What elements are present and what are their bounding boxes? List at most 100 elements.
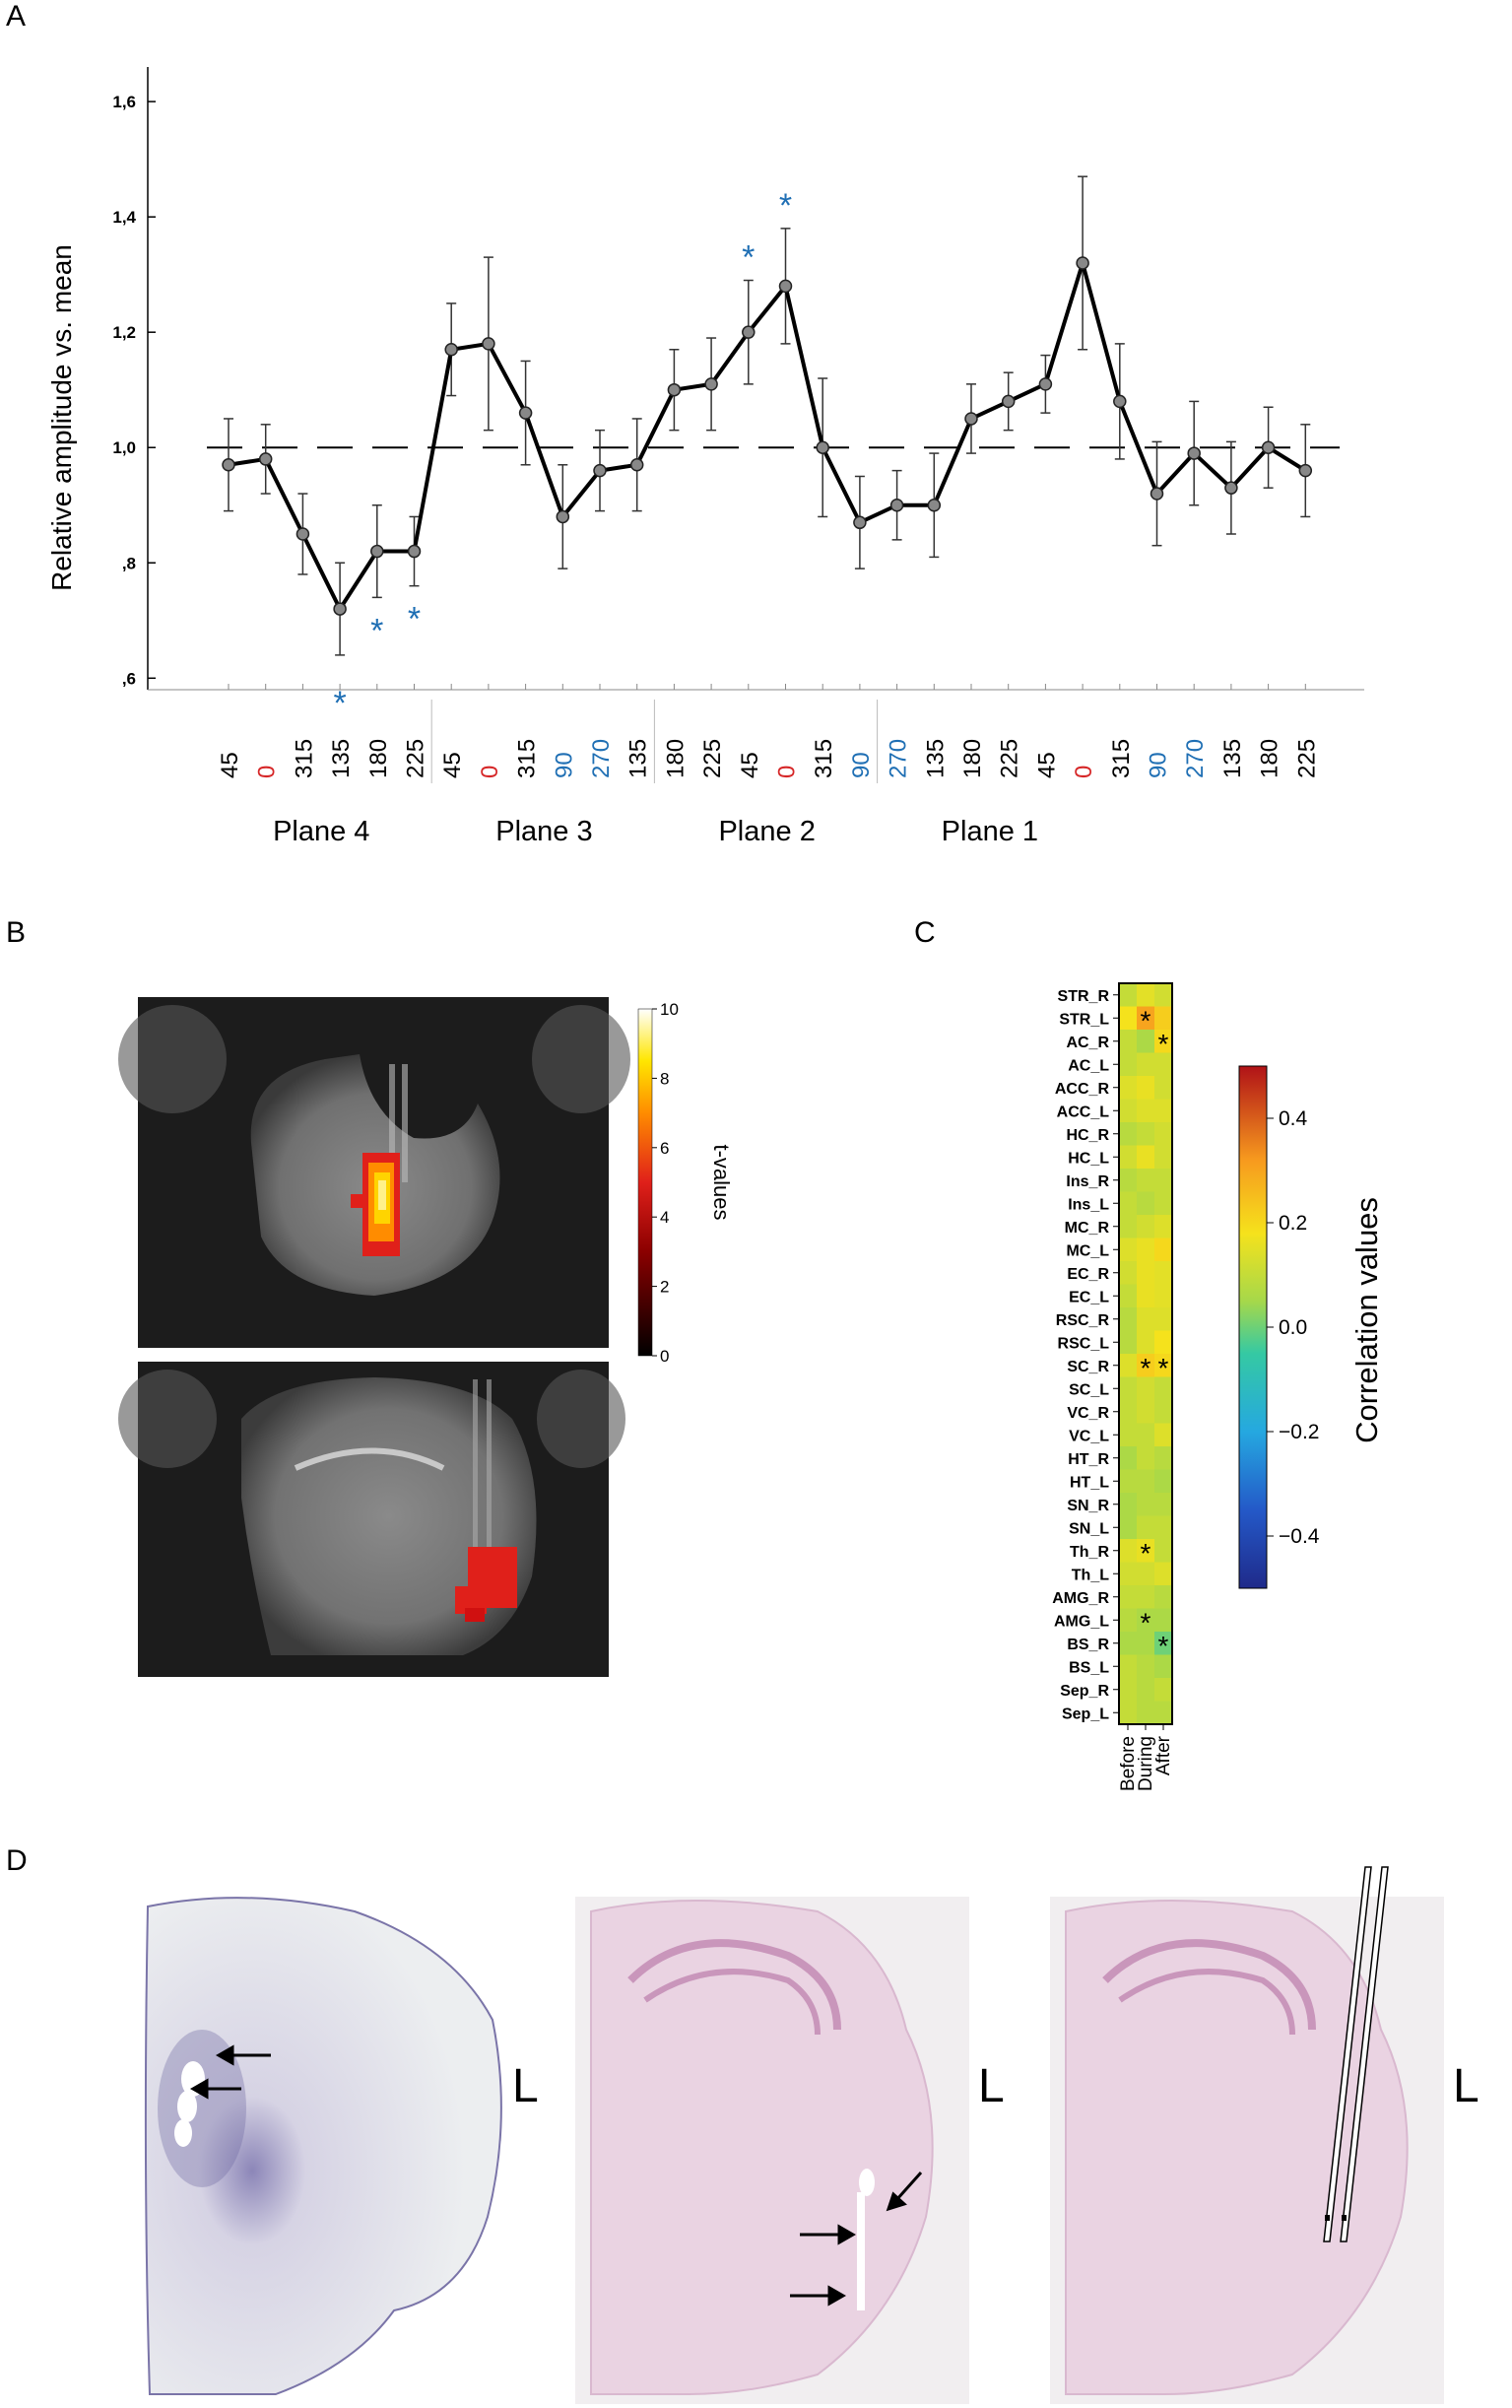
data-point [407, 544, 422, 559]
side-label-right: L [1453, 2060, 1479, 2112]
heatmap-cell [1137, 1376, 1154, 1400]
x-tick-label: 135 [922, 739, 949, 778]
histology-section-middle [575, 1897, 969, 2404]
heatmap-row-label: Sep_R [1060, 1683, 1109, 1700]
data-point [518, 406, 533, 420]
heatmap-cell [1119, 1330, 1137, 1354]
x-tick-label: 135 [1219, 739, 1246, 778]
heatmap-cell [1154, 1261, 1172, 1285]
data-point [258, 452, 273, 466]
group-label: Plane 2 [718, 816, 815, 847]
heatmap-cell [1137, 1354, 1154, 1377]
heatmap-row-label: VC_R [1067, 1405, 1109, 1422]
heatmap-cell [1154, 983, 1172, 1007]
significance-star: * [408, 601, 421, 638]
heatmap-cell [1137, 1539, 1154, 1563]
heatmap-cell [1154, 1052, 1172, 1076]
heatmap-cell [1119, 1169, 1137, 1192]
data-point [853, 515, 867, 530]
heatmap-cell [1119, 1122, 1137, 1146]
corr-colorbar-tick-label: −0.2 [1279, 1421, 1319, 1443]
heatmap-cell [1137, 1237, 1154, 1261]
heatmap-row-label: HT_R [1068, 1451, 1109, 1468]
heatmap-cell [1137, 1284, 1154, 1307]
heatmap-row-label: SN_L [1069, 1520, 1109, 1537]
data-point [1298, 463, 1313, 478]
x-tick-label: 180 [959, 739, 986, 778]
heatmap-cell [1137, 1400, 1154, 1424]
heatmap-cell [1137, 1076, 1154, 1100]
heatmap-cell [1154, 1284, 1172, 1307]
data-point [296, 527, 310, 541]
arrow-left-1 [215, 2044, 271, 2066]
heatmap-cell [1137, 983, 1154, 1007]
heatmap-cell [1119, 1261, 1137, 1285]
heatmap-cell [1119, 1446, 1137, 1470]
heatmap-star: * [1158, 1353, 1169, 1383]
heatmap-cell [1119, 1400, 1137, 1424]
x-tick-label: 225 [1293, 739, 1320, 778]
heatmap-cell [1119, 1376, 1137, 1400]
heatmap-row-label: STR_L [1059, 1011, 1109, 1028]
x-tick-label: 180 [365, 739, 392, 778]
x-tick-label: 225 [699, 739, 726, 778]
data-point [742, 325, 756, 339]
data-point [1187, 446, 1201, 460]
heatmap-cell [1137, 1515, 1154, 1539]
heatmap-cell [1154, 1539, 1172, 1563]
x-tick-label: 0 [1071, 766, 1097, 778]
heatmap-cell [1119, 1608, 1137, 1632]
t-colorbar-tick-label: 10 [660, 1000, 679, 1019]
heatmap-row-label: SN_R [1067, 1498, 1109, 1514]
t-colorbar-tick-label: 2 [660, 1278, 669, 1297]
arrow-middle-1 [800, 2224, 857, 2245]
heatmap-cell [1154, 1608, 1172, 1632]
heatmap-cell [1137, 1493, 1154, 1516]
x-tick-label: 315 [1108, 739, 1135, 778]
heatmap-row-label: Th_R [1070, 1544, 1109, 1561]
heatmap-cell [1137, 1632, 1154, 1655]
heatmap-row-label: RSC_R [1056, 1312, 1110, 1329]
data-point [333, 602, 347, 616]
heatmap-row-label: VC_L [1069, 1428, 1109, 1444]
heatmap-cell [1119, 1237, 1137, 1261]
heatmap-cell [1119, 1145, 1137, 1169]
data-point [1001, 394, 1016, 409]
heatmap-cell [1119, 1215, 1137, 1238]
data-point [816, 440, 829, 454]
t-colorbar-tick-label: 8 [660, 1069, 669, 1088]
x-tick-label: 90 [551, 752, 577, 778]
heatmap-cell [1154, 1654, 1172, 1678]
heatmap-cell [1119, 1052, 1137, 1076]
heatmap-cell [1119, 1493, 1137, 1516]
heatmap-cell [1154, 1354, 1172, 1377]
panel-label-a: A [6, 0, 27, 33]
x-tick-label: 45 [217, 752, 243, 778]
x-tick-label: 270 [886, 739, 912, 778]
heatmap-cell [1119, 1354, 1137, 1377]
heatmap-row-label: HC_R [1066, 1127, 1109, 1144]
side-label-left: L [512, 2060, 539, 2112]
y-tick-label: ,8 [122, 554, 136, 572]
heatmap-cell [1119, 1076, 1137, 1100]
heatmap-cell [1119, 1191, 1137, 1215]
x-tick-label: 180 [662, 739, 689, 778]
t-colorbar-label: t-values [709, 1144, 734, 1220]
heatmap-cell [1119, 1099, 1137, 1122]
heatmap-cell [1154, 1701, 1172, 1724]
significance-star: * [333, 685, 346, 722]
x-tick-label: 0 [254, 766, 281, 778]
arrow-middle-3 [886, 2172, 923, 2212]
heatmap-cell [1154, 1076, 1172, 1100]
panel-label-d: D [6, 1844, 28, 1877]
heatmap-cell [1137, 1701, 1154, 1724]
heatmap-cell [1154, 1423, 1172, 1446]
heatmap-row-label: MC_R [1065, 1220, 1110, 1237]
heatmap-cell [1154, 1237, 1172, 1261]
histology-section-right [1050, 1866, 1444, 2404]
data-point [222, 458, 235, 472]
heatmap-cell [1119, 1585, 1137, 1609]
heatmap-cell [1154, 1191, 1172, 1215]
heatmap-cell [1137, 1169, 1154, 1192]
heatmap-cell [1154, 1400, 1172, 1424]
